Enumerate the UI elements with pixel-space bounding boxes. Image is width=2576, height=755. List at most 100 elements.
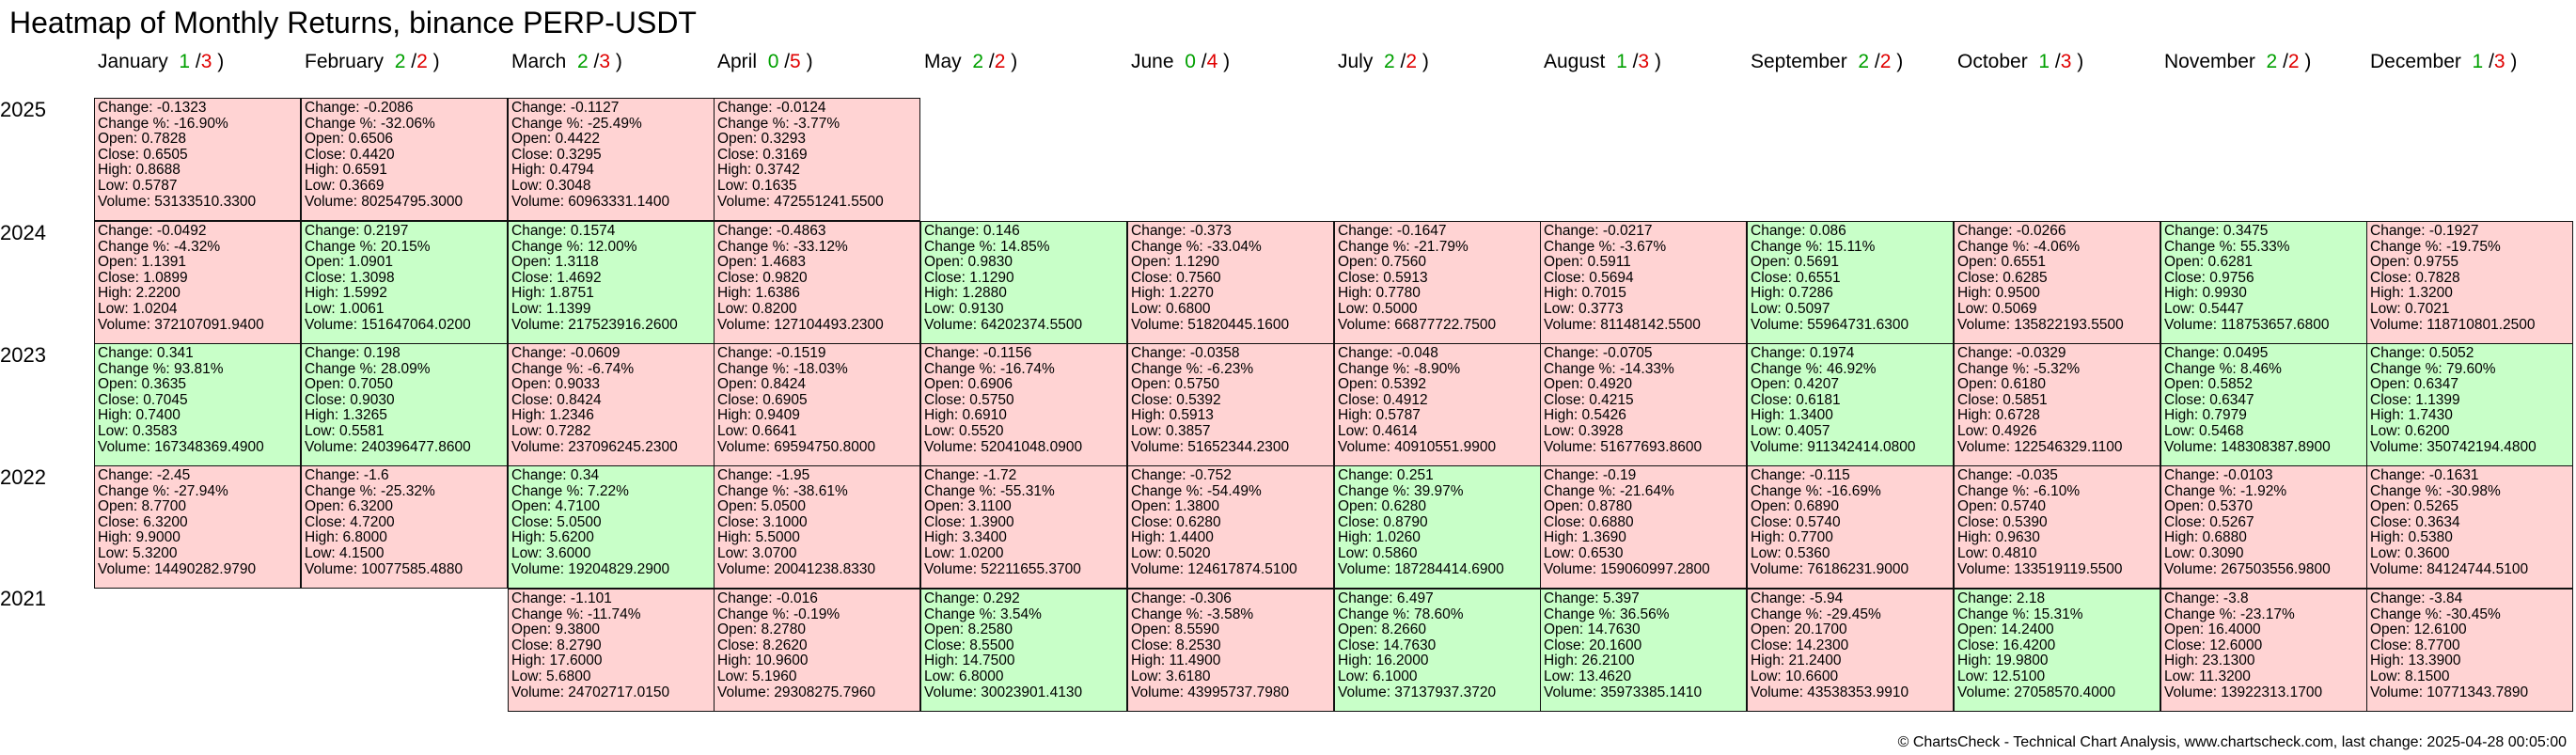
cell-change-pct: Change %: 55.33% [2164, 238, 2290, 255]
cell-high: High: 26.2100 [1544, 653, 1635, 669]
cell-open: Open: 14.2400 [1957, 621, 2054, 638]
heatmap-cell-2024-february: Change: 0.2197 Change %: 20.15% Open: 1.09… [301, 221, 508, 344]
cell-change-pct: Change %: 3.54% [924, 606, 1042, 622]
cell-close: Close: 12.6000 [2164, 637, 2263, 653]
cell-volume: Volume: 27058570.4000 [1957, 684, 2116, 700]
cell-low: Low: 0.5000 [1338, 300, 1418, 317]
cell-high: High: 5.5000 [717, 529, 800, 546]
cell-low: Low: 0.7021 [2370, 300, 2450, 317]
cell-low: Low: 0.5020 [1131, 544, 1211, 561]
down-count: 2 [1406, 51, 1418, 72]
cell-low: Low: 0.5468 [2164, 422, 2244, 439]
cell-open: Open: 0.9755 [2370, 254, 2458, 271]
cell-low: Low: 0.5787 [98, 177, 178, 194]
cell-change: Change: -0.1519 [717, 345, 826, 361]
cell-open: Open: 0.4920 [1544, 376, 1632, 393]
cell-close: Close: 0.7045 [98, 391, 188, 408]
cell-low: Low: 0.3048 [511, 177, 591, 194]
cell-change-pct: Change %: -16.90% [98, 115, 228, 132]
cell-change-pct: Change %: -21.79% [1338, 238, 1469, 255]
cell-change-pct: Change %: -21.64% [1544, 482, 1674, 499]
cell-close: Close: 8.5500 [924, 637, 1014, 653]
cell-low: Low: 13.4620 [1544, 668, 1632, 684]
cell-open: Open: 0.7050 [305, 376, 393, 393]
cell-close: Close: 14.7630 [1338, 637, 1437, 653]
cell-change: Change: -0.0358 [1131, 345, 1240, 361]
cell-change: Change: 0.2197 [305, 223, 409, 239]
month-name: February [305, 51, 385, 72]
cell-low: Low: 4.1500 [305, 544, 385, 561]
cell-change: Change: 0.086 [1751, 223, 1846, 239]
cell-change-pct: Change %: 79.60% [2370, 360, 2496, 377]
cell-close: Close: 8.7700 [2370, 637, 2460, 653]
cell-high: High: 6.8000 [305, 529, 387, 546]
cell-high: High: 0.5913 [1131, 407, 1214, 424]
cell-change: Change: -0.048 [1338, 345, 1438, 361]
cell-change-pct: Change %: -33.04% [1131, 238, 1262, 255]
cell-low: Low: 3.6000 [511, 544, 591, 561]
heatmap-cell-2022-april: Change: -1.95 Change %: -38.61% Open: 5.05… [714, 465, 920, 589]
cell-low: Low: 0.5360 [1751, 544, 1830, 561]
cell-low: Low: 0.3773 [1544, 300, 1624, 317]
cell-volume: Volume: 20041238.8330 [717, 560, 876, 577]
cell-high: High: 1.2346 [511, 407, 594, 424]
cell-open: Open: 0.6281 [2164, 254, 2253, 271]
down-count: 3 [200, 51, 212, 72]
heatmap-cell-2024-november: Change: 0.3475 Change %: 55.33% Open: 0.62… [2160, 221, 2367, 344]
cell-low: Low: 12.5100 [1957, 668, 2046, 684]
month-name: May [924, 51, 962, 72]
cell-change: Change: 0.34 [511, 467, 600, 483]
year-label-2023: 2023 [0, 343, 46, 367]
cell-high: High: 16.2000 [1338, 653, 1429, 669]
cell-low: Low: 6.1000 [1338, 668, 1418, 684]
month-name: November [2164, 51, 2255, 72]
cell-change: Change: 5.397 [1544, 590, 1640, 606]
cell-volume: Volume: 472551241.5500 [717, 193, 884, 210]
cell-change-pct: Change %: -23.17% [2164, 606, 2295, 622]
cell-close: Close: 0.5390 [1957, 513, 2048, 530]
heatmap-cell-2024-december: Change: -0.1927 Change %: -19.75% Open: 0.… [2366, 221, 2573, 344]
month-name: March [511, 51, 567, 72]
heatmap-cell-2024-january: Change: -0.0492 Change %: -4.32% Open: 1.1… [94, 221, 301, 344]
cell-change: Change: -0.19 [1544, 467, 1637, 483]
cell-change-pct: Change %: -0.19% [717, 606, 840, 622]
cell-volume: Volume: 51820445.1600 [1131, 316, 1290, 333]
cell-close: Close: 8.2620 [717, 637, 808, 653]
cell-close: Close: 0.3295 [511, 146, 602, 163]
cell-open: Open: 14.7630 [1544, 621, 1641, 638]
cell-low: Low: 5.1960 [717, 668, 797, 684]
cell-open: Open: 1.3800 [1131, 498, 1219, 515]
cell-low: Low: 0.5069 [1957, 300, 2037, 317]
cell-change: Change: -0.0266 [1957, 223, 2066, 239]
down-count: 3 [2060, 51, 2072, 72]
cell-volume: Volume: 35973385.1410 [1544, 684, 1703, 700]
cell-low: Low: 0.6641 [717, 422, 797, 439]
cell-change-pct: Change %: 7.22% [511, 482, 629, 499]
month-name: December [2370, 51, 2461, 72]
cell-high: High: 10.9600 [717, 653, 809, 669]
cell-high: High: 5.6200 [511, 529, 594, 546]
cell-volume: Volume: 133519119.5500 [1957, 560, 2123, 577]
heatmap-cell-2022-july: Change: 0.251 Change %: 39.97% Open: 0.628… [1334, 465, 1541, 589]
cell-volume: Volume: 69594750.8000 [717, 438, 876, 455]
cell-high: High: 1.2270 [1131, 285, 1214, 302]
cell-close: Close: 0.6880 [1544, 513, 1634, 530]
cell-close: Close: 0.6347 [2164, 391, 2254, 408]
cell-volume: Volume: 10771343.7890 [2370, 684, 2529, 700]
cell-change-pct: Change %: 12.00% [511, 238, 637, 255]
cell-low: Low: 6.8000 [924, 668, 1004, 684]
heatmap-cell-2023-august: Change: -0.0705 Change %: -14.33% Open: 0.… [1540, 343, 1747, 466]
cell-open: Open: 3.1100 [924, 498, 1012, 515]
cell-open: Open: 0.6347 [2370, 376, 2458, 393]
cell-high: High: 17.6000 [511, 653, 603, 669]
cell-close: Close: 1.1399 [2370, 391, 2460, 408]
cell-high: High: 0.6910 [924, 407, 1007, 424]
cell-high: High: 0.5787 [1338, 407, 1421, 424]
cell-low: Low: 0.5860 [1338, 544, 1418, 561]
cell-high: High: 0.7780 [1338, 285, 1421, 302]
cell-low: Low: 0.3857 [1131, 422, 1211, 439]
cell-open: Open: 0.4422 [511, 131, 600, 148]
cell-open: Open: 8.7700 [98, 498, 186, 515]
month-header-may: May 2 /2 ) [924, 51, 1018, 72]
cell-open: Open: 0.6551 [1957, 254, 2046, 271]
